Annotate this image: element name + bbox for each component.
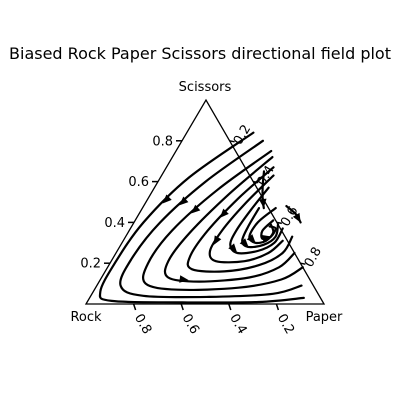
streamline-4: [163, 156, 296, 283]
tick-bottom: [228, 303, 232, 311]
streamline-arrow-1: [162, 194, 172, 204]
vertex-label-scissors: Scissors: [179, 80, 232, 95]
tick-label-bottom: 0.8: [131, 312, 154, 337]
vertex-label-rock: Rock: [70, 310, 102, 325]
streamline-arrow-6: [213, 235, 222, 246]
tick-label-left: 0.2: [80, 257, 101, 272]
streamline-arrow-7: [228, 243, 238, 253]
tick-label-left: 0.8: [152, 134, 173, 149]
vertex-label-paper: Paper: [306, 310, 343, 325]
tick-right: [229, 140, 235, 143]
chart-title: Biased Rock Paper Scissors directional f…: [9, 44, 391, 63]
streamlines: [98, 131, 305, 304]
streamline-3: [141, 149, 304, 292]
streamline-arrow-2: [179, 196, 189, 206]
triangle-axes: [84, 98, 326, 305]
tick-right: [253, 180, 259, 184]
tick-label-right: 0.8: [302, 245, 325, 270]
streamline-arrow-9: [246, 234, 256, 244]
streamline-5: [186, 166, 294, 273]
triangle-outline: [84, 98, 326, 305]
tick-label-left: 0.6: [128, 175, 149, 190]
streamline-arrow-8: [239, 238, 249, 248]
tick-marks: 0.20.20.20.40.40.40.60.60.60.80.80.8: [80, 122, 325, 337]
streamline-arrow-12: [292, 212, 301, 223]
tick-label-bottom: 0.2: [274, 312, 297, 337]
tick-label-bottom: 0.6: [179, 312, 202, 337]
tick-bottom: [180, 303, 184, 311]
tick-label-right: 0.2: [231, 122, 254, 147]
streamline-6: [208, 174, 284, 264]
streamline-arrow-10: [261, 234, 272, 243]
tick-bottom: [275, 303, 280, 311]
streamline-arrow-4: [179, 275, 189, 283]
tick-label-bottom: 0.4: [226, 312, 249, 337]
streamline-arrow-5: [219, 208, 229, 218]
tick-bottom: [132, 303, 137, 311]
tick-label-right: 0.6: [278, 204, 301, 229]
streamline-1: [98, 131, 305, 304]
streamline-2: [119, 139, 303, 299]
tick-label-left: 0.4: [104, 216, 125, 231]
tick-right: [276, 221, 282, 225]
streamline-arrow-3: [191, 204, 201, 214]
tick-right: [300, 262, 306, 265]
